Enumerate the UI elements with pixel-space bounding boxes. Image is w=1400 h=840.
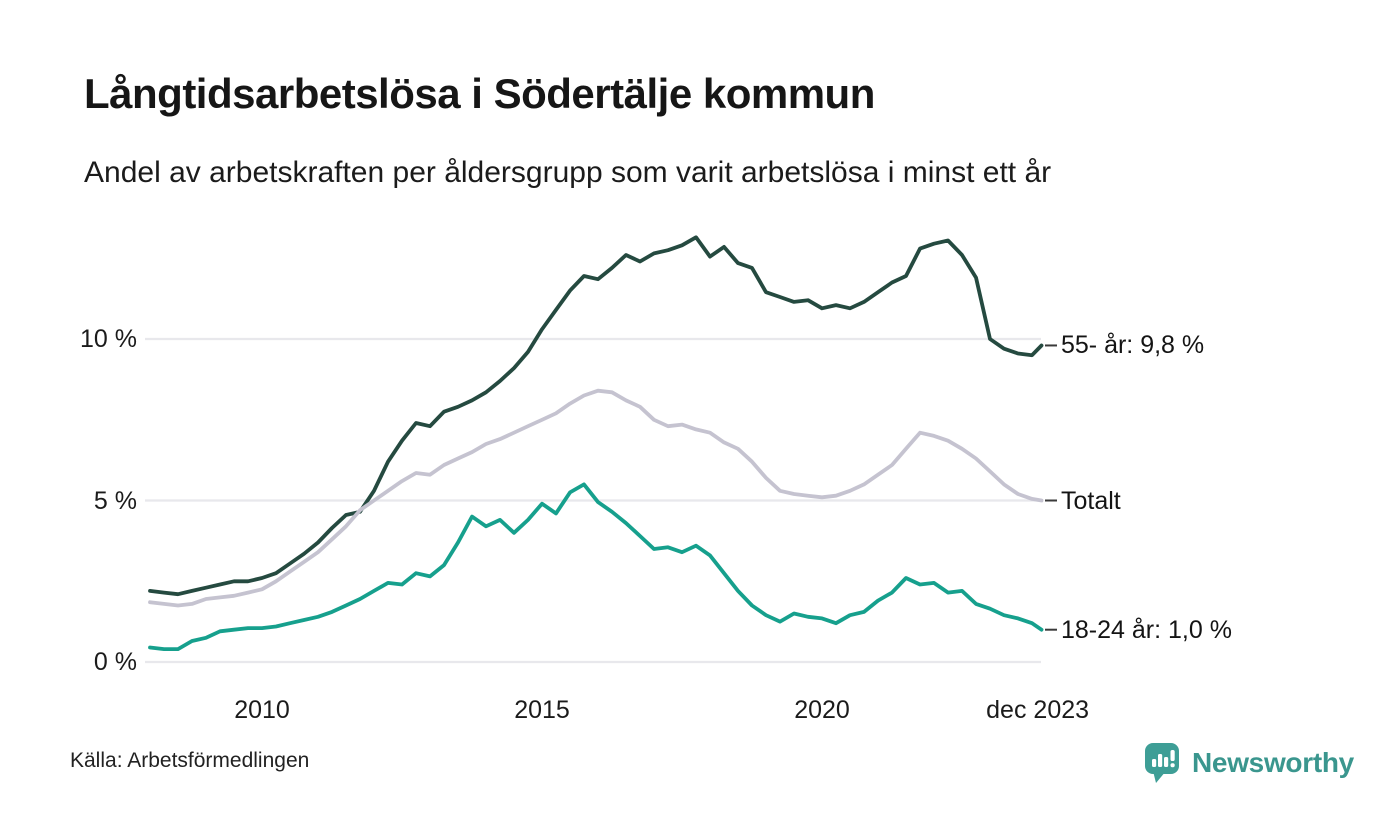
page-subtitle: Andel av arbetskraften per åldersgrupp s… [84, 156, 1052, 189]
y-axis-tick-5: 5 % [93, 486, 137, 515]
x-axis-tick-2010: 2010 [234, 696, 290, 724]
x-axis-tick-dec2023: dec 2023 [986, 696, 1090, 724]
page-title: Långtidsarbetslösa i Södertälje kommun [84, 70, 875, 117]
series-label-totalt: Totalt [1061, 486, 1121, 515]
newsworthy-logo-icon [1144, 742, 1182, 784]
source-attribution: Källa: Arbetsförmedlingen [70, 749, 310, 772]
y-axis-tick-0: 0 % [93, 648, 137, 676]
x-axis-tick-2015: 2015 [514, 696, 570, 724]
series-label-55-ar: 55- år: 9,8 % [1061, 331, 1205, 360]
newsworthy-wordmark: Newsworthy [1192, 747, 1354, 778]
newsworthy-brand: Newsworthy [1144, 742, 1354, 784]
y-axis-tick-10: 10 % [80, 325, 137, 353]
series-label-18-24-ar: 18-24 år: 1,0 % [1061, 615, 1232, 644]
x-axis-tick-2020: 2020 [794, 696, 850, 724]
